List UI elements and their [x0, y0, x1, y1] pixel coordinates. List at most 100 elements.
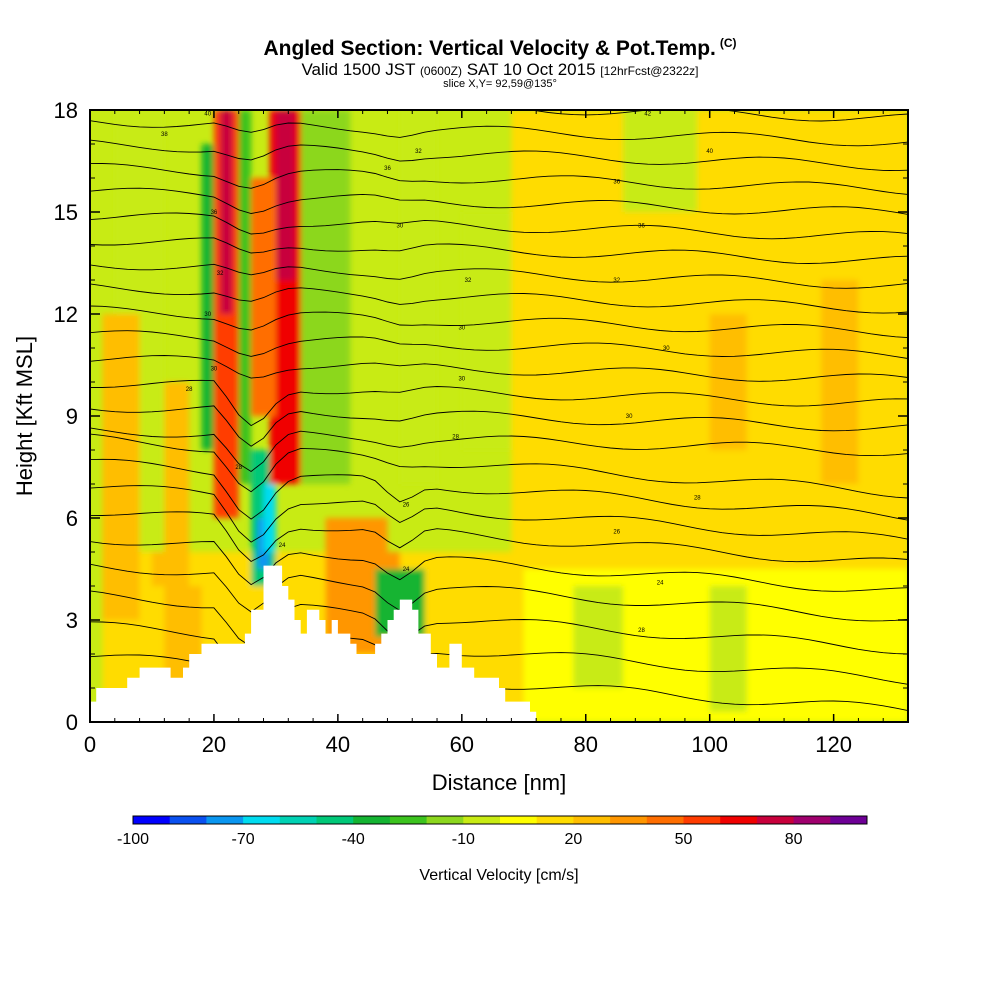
colorbar-swatch	[389, 816, 428, 824]
theta-contour	[90, 458, 908, 521]
colorbar-label: 20	[565, 831, 583, 848]
colorbar-swatch	[756, 816, 795, 824]
theta-contour	[90, 330, 908, 359]
theta-contour	[90, 427, 908, 473]
theta-label: 28	[235, 465, 242, 471]
theta-contour	[90, 120, 908, 147]
theta-contour	[90, 541, 908, 592]
velocity-cell	[102, 314, 140, 620]
title-text: Angled Section: Vertical Velocity & Pot.…	[263, 37, 716, 60]
theta-contour	[90, 355, 908, 382]
theta-label: 40	[706, 149, 713, 155]
colorbar-label: -70	[232, 831, 255, 848]
theta-contour	[90, 511, 908, 563]
theta-contour	[90, 237, 908, 264]
theta-contour	[90, 187, 908, 215]
colorbar-swatch	[793, 816, 831, 824]
theta-contour-labels: 40 38 42 36 40 32 36 36 36 30 32 32 32 30 30 30 30 30 28 30…	[161, 111, 714, 634]
x-axis: 0 20 40 60 80 100 120	[84, 110, 909, 757]
velocity-cell	[114, 110, 140, 314]
colorbar-label: 80	[785, 831, 803, 848]
theta-label: 28	[452, 434, 459, 440]
theta-label: 36	[613, 179, 620, 185]
y-tick-label: 9	[66, 404, 78, 429]
x-tick-label: 40	[326, 732, 350, 757]
x-tick-label: 20	[202, 732, 226, 757]
theta-label: 30	[458, 377, 465, 383]
colorbar-swatch	[243, 816, 281, 824]
colorbar-swatch	[830, 816, 868, 824]
x-tick-label: 100	[691, 732, 728, 757]
title-tag: (C)	[719, 36, 737, 50]
theta-contour	[90, 212, 908, 240]
colorbar-swatch	[316, 816, 354, 824]
colorbar-label: -100	[117, 831, 149, 848]
colorbar-swatch	[353, 816, 391, 824]
valid-prefix: Valid 1500 JST	[301, 60, 416, 79]
x-tick-label: 60	[450, 732, 474, 757]
y-tick-label: 15	[54, 200, 78, 225]
theta-label: 26	[613, 530, 620, 536]
y-tick-label: 0	[66, 710, 78, 735]
theta-label: 28	[694, 496, 701, 502]
chart-subtitle: Valid 1500 JST (0600Z) SAT 10 Oct 2015 […	[0, 60, 1000, 80]
x-tick-label: 120	[815, 732, 852, 757]
theta-contour	[90, 305, 908, 339]
theta-contour	[90, 263, 908, 289]
theta-contour	[90, 590, 908, 655]
velocity-field: 40 38 42 36 40 32 36 36 36 30 32 32 32 30 30 30 30 30 28 30…	[90, 110, 908, 722]
theta-label: 32	[465, 278, 472, 284]
theta-contour	[90, 283, 908, 314]
theta-label: 30	[204, 312, 211, 318]
x-tick-label: 0	[84, 732, 96, 757]
theta-contour	[90, 405, 908, 447]
theta-label: 32	[613, 278, 620, 284]
theta-label: 40	[204, 111, 211, 117]
theta-label: 32	[217, 271, 224, 277]
theta-label: 42	[644, 111, 651, 117]
theta-label: 26	[403, 502, 410, 508]
colorbar-swatch	[720, 816, 758, 824]
theta-label: 32	[415, 149, 422, 155]
colorbar-swatch	[426, 816, 464, 824]
velocity-cell	[220, 110, 233, 314]
colorbar-swatch	[133, 816, 171, 824]
y-tick-label: 6	[66, 506, 78, 531]
theta-label: 30	[458, 326, 465, 332]
theta-label: 36	[384, 166, 391, 172]
theta-contour	[90, 563, 908, 622]
colorbar-swatch	[610, 816, 648, 824]
slice-info: slice X,Y= 92,59@135°	[443, 78, 557, 90]
forecast-info: [12hrFcst@2322z]	[600, 64, 699, 78]
colorbar-swatch	[169, 816, 207, 824]
colorbar-frame	[132, 815, 868, 825]
colorbar-swatch	[500, 816, 538, 824]
theta-contour	[90, 433, 908, 499]
colorbar-label: -40	[342, 831, 365, 848]
x-axis-label: Distance [nm]	[432, 770, 567, 795]
chart-title: Angled Section: Vertical Velocity & Pot.…	[0, 36, 1000, 61]
theta-label: 28	[638, 628, 645, 634]
velocity-cell	[622, 110, 698, 212]
velocity-cell	[821, 280, 859, 484]
theta-label: 24	[657, 581, 664, 587]
velocity-cell	[263, 484, 276, 552]
velocity-cell	[573, 586, 623, 688]
velocity-cell	[709, 314, 747, 450]
terrain	[90, 565, 908, 722]
velocity-cell	[461, 212, 512, 450]
theta-label: 24	[279, 543, 286, 549]
valid-date: SAT 10 Oct 2015	[466, 60, 596, 79]
velocity-cell	[399, 110, 438, 484]
colorbar-swatch	[683, 816, 721, 824]
colorbar-swatch	[463, 816, 501, 824]
x-tick-label: 80	[574, 732, 598, 757]
valid-z: (0600Z)	[419, 64, 462, 78]
colorbar-swatch	[573, 816, 611, 824]
colorbar-swatch	[536, 816, 574, 824]
velocity-cell	[709, 586, 747, 712]
theta-contour	[90, 379, 908, 427]
y-tick-label: 12	[54, 302, 78, 327]
